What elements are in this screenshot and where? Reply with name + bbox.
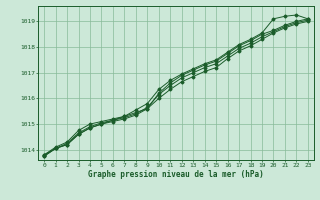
X-axis label: Graphe pression niveau de la mer (hPa): Graphe pression niveau de la mer (hPa) [88, 170, 264, 179]
